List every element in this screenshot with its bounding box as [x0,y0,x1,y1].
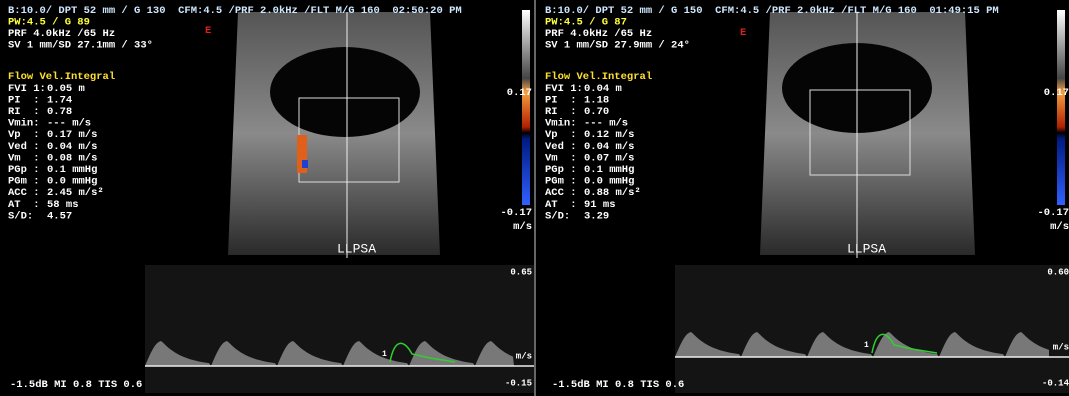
measurement-label: RI : [545,106,577,118]
color-scale-unit: m/s [513,221,532,233]
measurement-label: PI : [8,94,40,106]
measurement-value: 0.70 [584,106,609,118]
measurement-value: 1.18 [584,94,609,106]
measurement-value: 0.04 m/s [47,141,97,153]
measurement-label: ACC : [8,187,40,199]
flow-signal [302,160,308,168]
measurement-label: S/D: [8,210,33,222]
doppler-scale-unit: m/s [516,351,532,361]
measurement-label: AT : [8,199,40,211]
section-title: Flow Vel.Integral [8,71,115,83]
image-label: LLPSA [337,241,376,256]
measurement-label: Vm : [8,152,40,164]
measurement-value: 3.29 [584,210,609,222]
measurement-label: PGp : [545,164,577,176]
measurement-label: FVI 1: [8,83,46,95]
color-scale-bottom: -0.17 [500,207,532,219]
footer: -1.5dB MI 0.8 TIS 0.6 [10,379,142,391]
measurement-label: RI : [8,106,40,118]
measurement-value: 0.07 m/s [584,152,634,164]
header-line: B:10.0/ DPT 52 mm / G 130 CFM:4.5 /PRF 2… [8,5,462,17]
measurement-label: Ved : [545,141,577,153]
measurement-value: 0.0 mmHg [47,176,97,188]
measurement-value: 4.57 [47,210,72,222]
measurement-value: 0.1 mmHg [584,164,634,176]
measurement-value: 58 ms [47,199,79,211]
screen: 0.17 -0.17 m/s LLPSA E B:10.0/ DPT 52 mm / G … [0,0,1069,396]
measurement-label: Vp : [8,129,40,141]
doppler-scale-bottom: -0.14 [1042,378,1069,388]
measurement-label: Vp : [545,129,577,141]
header-line: SV 1 mm/SD 27.1mm / 33° [8,39,153,51]
measurement-label: FVI 1: [545,83,583,95]
measurement-value: 0.0 mmHg [584,176,634,188]
color-bar [1057,10,1065,205]
measurement-value: 0.88 m/s² [584,187,641,199]
cursor-label: 1 [864,341,869,350]
color-scale-top: 0.17 [507,87,532,99]
doppler-scale-bottom: -0.15 [505,378,532,388]
marker: E [740,27,746,39]
measurement-value: 91 ms [584,199,616,211]
section-title: Flow Vel.Integral [545,71,652,83]
measurement-label: PGm : [545,176,577,188]
eye-globe [270,47,420,137]
color-scale-unit: m/s [1050,221,1069,233]
color-scale-top: 0.17 [1044,87,1069,99]
measurement-label: Vm : [545,152,577,164]
color-scale-bottom: -0.17 [1037,207,1069,219]
measurement-value: 1.74 [47,94,72,106]
measurement-label: S/D: [545,210,570,222]
measurement-label: Ved : [8,141,40,153]
measurement-value: 0.04 m [584,83,622,95]
measurement-value: 0.05 m [47,83,85,95]
measurement-value: --- m/s [584,118,628,130]
header-line: PW:4.5 / G 87 [545,16,627,28]
color-bar [522,10,530,205]
measurement-label: AT : [545,199,577,211]
doppler-panel [145,265,534,393]
measurement-label: PGm : [8,176,40,188]
measurement-value: 0.08 m/s [47,152,97,164]
doppler-scale-top: 0.65 [510,267,532,277]
measurement-value: 0.78 [47,106,72,118]
measurement-value: --- m/s [47,118,91,130]
header-line: PW:4.5 / G 89 [8,16,90,28]
doppler-panel [675,265,1069,393]
measurement-value: 0.17 m/s [47,129,97,141]
measurement-label: PI : [545,94,577,106]
measurement-label: PGp : [8,164,40,176]
header-line: PRF 4.0kHz /65 Hz [545,28,652,40]
header-line: B:10.0/ DPT 52 mm / G 150 CFM:4.5 /PRF 2… [545,5,999,17]
doppler-scale-top: 0.60 [1047,267,1069,277]
cursor-label: 1 [382,350,387,359]
footer: -1.5dB MI 0.8 TIS 0.6 [552,379,684,391]
measurement-value: 0.1 mmHg [47,164,97,176]
image-label: LLPSA [847,241,886,256]
marker: E [205,25,211,37]
measurement-label: Vmin: [8,118,40,130]
measurement-label: ACC : [545,187,577,199]
header-line: SV 1 mm/SD 27.9mm / 24° [545,39,690,51]
measurement-label: Vmin: [545,118,577,130]
measurement-value: 0.04 m/s [584,141,634,153]
measurement-value: 2.45 m/s² [47,187,104,199]
header-line: PRF 4.0kHz /65 Hz [8,28,115,40]
doppler-scale-unit: m/s [1053,342,1069,352]
measurement-value: 0.12 m/s [584,129,634,141]
